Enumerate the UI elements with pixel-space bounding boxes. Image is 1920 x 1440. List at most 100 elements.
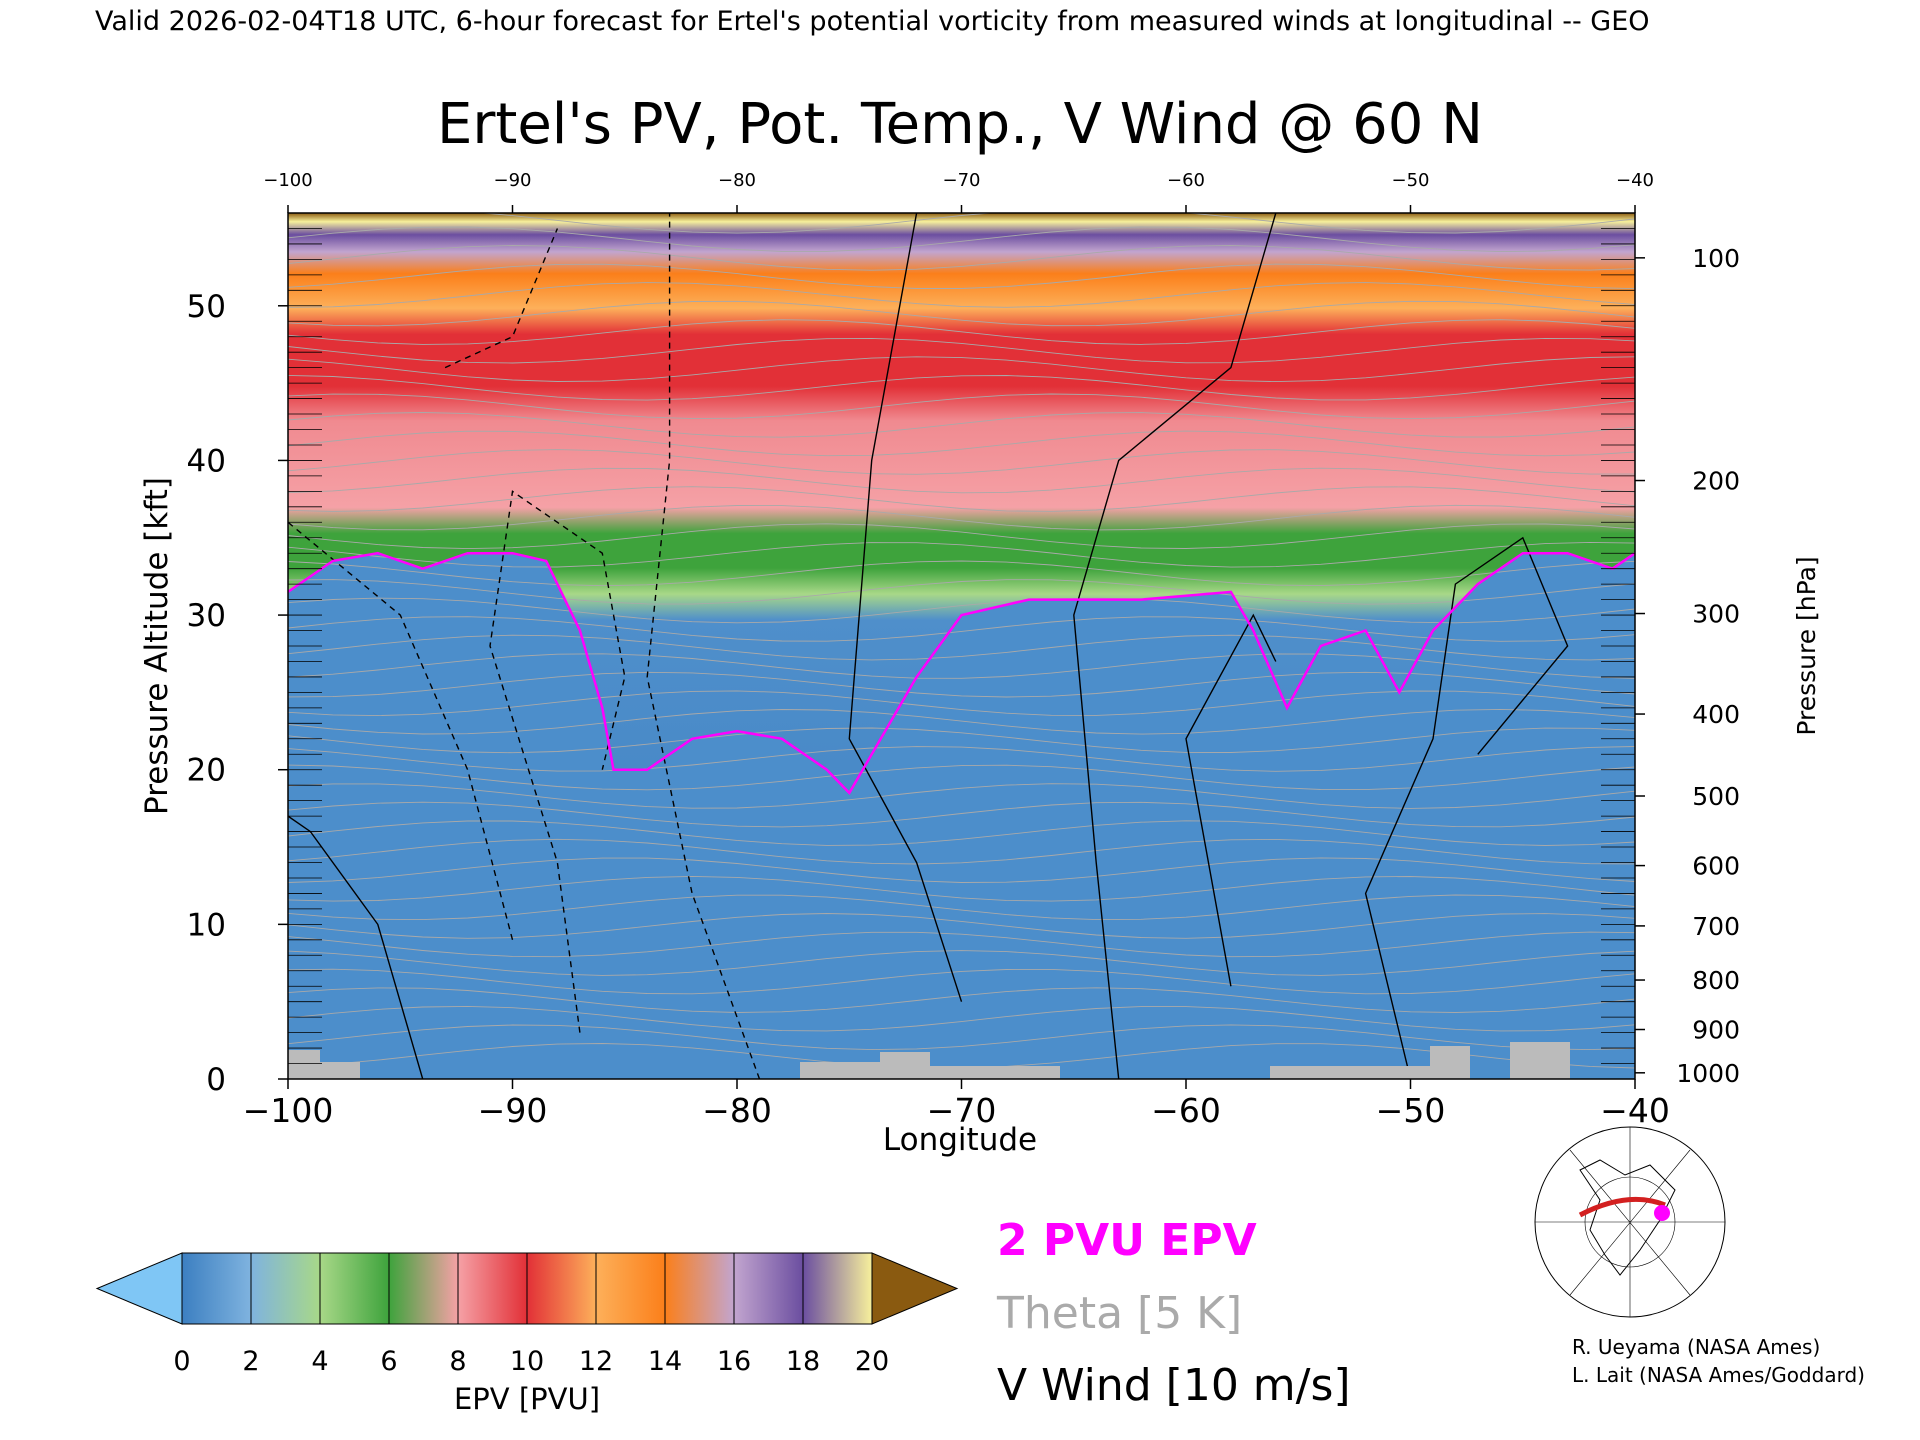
pressure-tick-label: 600: [1692, 852, 1740, 881]
pressure-tick-label: 100: [1692, 244, 1740, 273]
theta-contour: [288, 337, 1635, 364]
colorbar-tick-label: 0: [173, 1346, 190, 1377]
theta-contour: [288, 987, 1635, 1013]
top-tick-label: −80: [718, 170, 756, 191]
theta-contour: [288, 504, 1635, 531]
valid-time-header: Valid 2026-02-04T18 UTC, 6-hour forecast…: [95, 6, 1650, 37]
theta-contour: [288, 226, 1635, 253]
pressure-tick-label: 300: [1692, 600, 1740, 629]
theta-contour: [288, 857, 1635, 883]
theta-contour: [288, 634, 1635, 661]
locator-map: [1534, 1126, 1726, 1318]
pressure-tick-label: 200: [1692, 467, 1740, 496]
colorbar-label: EPV [PVU]: [454, 1382, 600, 1416]
theta-contour: [288, 213, 1635, 234]
v-wind-contour: [646, 213, 761, 1079]
theta-contour: [288, 727, 1635, 754]
y-tick-label: 30: [187, 598, 226, 634]
x-tick-label: −80: [702, 1091, 772, 1130]
theta-contour: [288, 783, 1635, 809]
theta-contour: [288, 690, 1635, 717]
pressure-tick-label: 1000: [1676, 1059, 1740, 1088]
top-tick-label: −40: [1616, 170, 1654, 191]
x-tick-label: −90: [478, 1091, 548, 1130]
top-tick-label: −50: [1392, 170, 1430, 191]
colorbar-under-arrow: [95, 1252, 183, 1325]
theta-contour: [288, 653, 1635, 679]
colorbar-segment: [664, 1252, 735, 1325]
v-wind-contour: [848, 213, 963, 1002]
theta-contour: [288, 393, 1635, 420]
top-tick-label: −60: [1167, 170, 1205, 191]
v-wind-contour: [288, 815, 424, 1079]
y-tick-label: 50: [187, 289, 226, 325]
top-tick-label: −90: [494, 170, 532, 191]
theta-contour: [288, 541, 1635, 568]
theta-contour: [288, 282, 1635, 308]
colorbar-segment: [388, 1252, 459, 1325]
colorbar-segment: [181, 1252, 252, 1325]
v-wind-contour: [1185, 613, 1277, 987]
colorbar-tick-label: 18: [786, 1346, 820, 1377]
axes: −100 −100 −90 −90 −80 −80 −70 −70 −60 −60 −50 −50 −4…: [139, 170, 1821, 1158]
theta-contour: [288, 820, 1635, 846]
pressure-tick-label: 500: [1692, 782, 1740, 811]
theta-contour: [288, 560, 1635, 587]
colorbar-tick-label: 14: [648, 1346, 682, 1377]
v-wind-contour: [489, 490, 626, 1033]
theta-contour: [288, 875, 1635, 902]
y-tick-label: 0: [206, 1062, 226, 1098]
theta-contour: [288, 950, 1635, 976]
colorbar-over-arrow: [871, 1252, 959, 1325]
x-tick-label: −100: [243, 1091, 334, 1130]
x-axis-label: Longitude: [883, 1122, 1037, 1158]
theta-contour: [288, 430, 1635, 457]
colorbar-segment: [250, 1252, 321, 1325]
colorbar-tick-label: 16: [717, 1346, 751, 1377]
colorbar-segment: [526, 1252, 597, 1325]
colorbar-tick-label: 8: [449, 1346, 466, 1377]
y-tick-label: 20: [187, 753, 226, 789]
theta-contour: [288, 931, 1635, 958]
x-tick-label: −60: [1151, 1091, 1221, 1130]
theta-contour: [288, 1024, 1635, 1051]
top-tick-label: −70: [943, 170, 981, 191]
pressure-tick-label: 700: [1692, 912, 1740, 941]
colorbar-segment: [457, 1252, 528, 1325]
troposphere-field: [288, 553, 1635, 1079]
colorbar-segment: [319, 1252, 390, 1325]
credit-line-2: L. Lait (NASA Ames/Goddard): [1572, 1363, 1865, 1387]
theta-contour: [288, 968, 1635, 995]
colorbar-tick-label: 20: [855, 1346, 889, 1377]
pv2-boundary-line: [288, 551, 1635, 795]
theta-contour: [288, 467, 1635, 494]
terrain-mask: [288, 1042, 1570, 1079]
epv-colorbar: 0 2 4 6 8 10 12 14 16 18 20 EPV [PVU]: [95, 1252, 959, 1416]
legend-theta: Theta [5 K]: [996, 1288, 1242, 1339]
pressure-tick-label: 400: [1692, 700, 1740, 729]
theta-contour: [288, 708, 1635, 735]
colorbar-tick-label: 4: [311, 1346, 328, 1377]
x-tick-label: −50: [1376, 1091, 1446, 1130]
x-tick-label: −70: [927, 1091, 997, 1130]
theta-contour: [288, 579, 1635, 605]
theta-contour: [288, 764, 1635, 791]
colorbar-tick-label: 6: [380, 1346, 397, 1377]
theta-contour: [288, 319, 1635, 345]
credit-line-1: R. Ueyama (NASA Ames): [1572, 1335, 1820, 1359]
pressure-tick-label: 800: [1692, 966, 1740, 995]
theta-contour: [288, 894, 1635, 921]
theta-contour: [288, 245, 1635, 271]
theta-contour: [288, 300, 1635, 327]
y-tick-label: 40: [187, 443, 226, 479]
theta-contour: [288, 838, 1635, 865]
v-wind-contours: [288, 213, 1569, 1079]
colorbar-tick-label: 10: [510, 1346, 544, 1377]
theta-contour: [288, 449, 1635, 475]
top-tick-label: −100: [263, 170, 312, 191]
colorbar-tick-label: 2: [242, 1346, 259, 1377]
theta-contour: [288, 374, 1635, 401]
x-tick-label: −40: [1600, 1091, 1670, 1130]
theta-contour: [288, 523, 1635, 550]
